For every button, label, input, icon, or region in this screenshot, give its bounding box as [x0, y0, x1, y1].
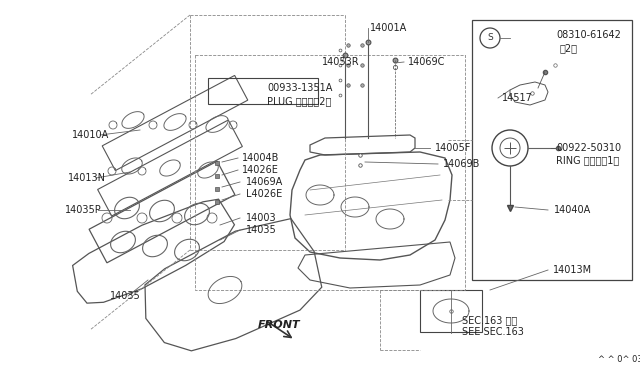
Text: 14053R: 14053R	[322, 57, 360, 67]
Text: 14010A: 14010A	[72, 130, 109, 140]
Text: SEE SEC.163: SEE SEC.163	[462, 327, 524, 337]
Text: 14069A: 14069A	[246, 177, 284, 187]
Text: ^ ^ 0^ 035B: ^ ^ 0^ 035B	[598, 356, 640, 365]
Text: 14069B: 14069B	[443, 159, 481, 169]
Text: 14003: 14003	[246, 213, 276, 223]
Text: FRONT: FRONT	[258, 320, 301, 330]
Text: 14035: 14035	[110, 291, 141, 301]
Text: 00933-1351A: 00933-1351A	[267, 83, 332, 93]
Text: 08310-61642: 08310-61642	[556, 30, 621, 40]
Text: 14035P: 14035P	[65, 205, 102, 215]
Text: 14001A: 14001A	[370, 23, 407, 33]
Text: RING リング（1）: RING リング（1）	[556, 155, 620, 165]
Text: 14013M: 14013M	[553, 265, 592, 275]
Text: 14005F: 14005F	[435, 143, 472, 153]
Text: 14035: 14035	[246, 225, 276, 235]
Text: 14040A: 14040A	[554, 205, 591, 215]
Text: 14026E: 14026E	[242, 165, 279, 175]
Text: 00922-50310: 00922-50310	[556, 143, 621, 153]
Text: 14517: 14517	[502, 93, 533, 103]
Text: 14069C: 14069C	[408, 57, 445, 67]
Text: 14013N: 14013N	[68, 173, 106, 183]
Text: PLUG プラグ（2）: PLUG プラグ（2）	[267, 96, 332, 106]
Text: L4026E: L4026E	[246, 189, 282, 199]
Text: S: S	[487, 33, 493, 42]
Text: SEC.163 参照: SEC.163 参照	[462, 315, 517, 325]
Text: 14004B: 14004B	[242, 153, 280, 163]
Text: （2）: （2）	[560, 43, 578, 53]
